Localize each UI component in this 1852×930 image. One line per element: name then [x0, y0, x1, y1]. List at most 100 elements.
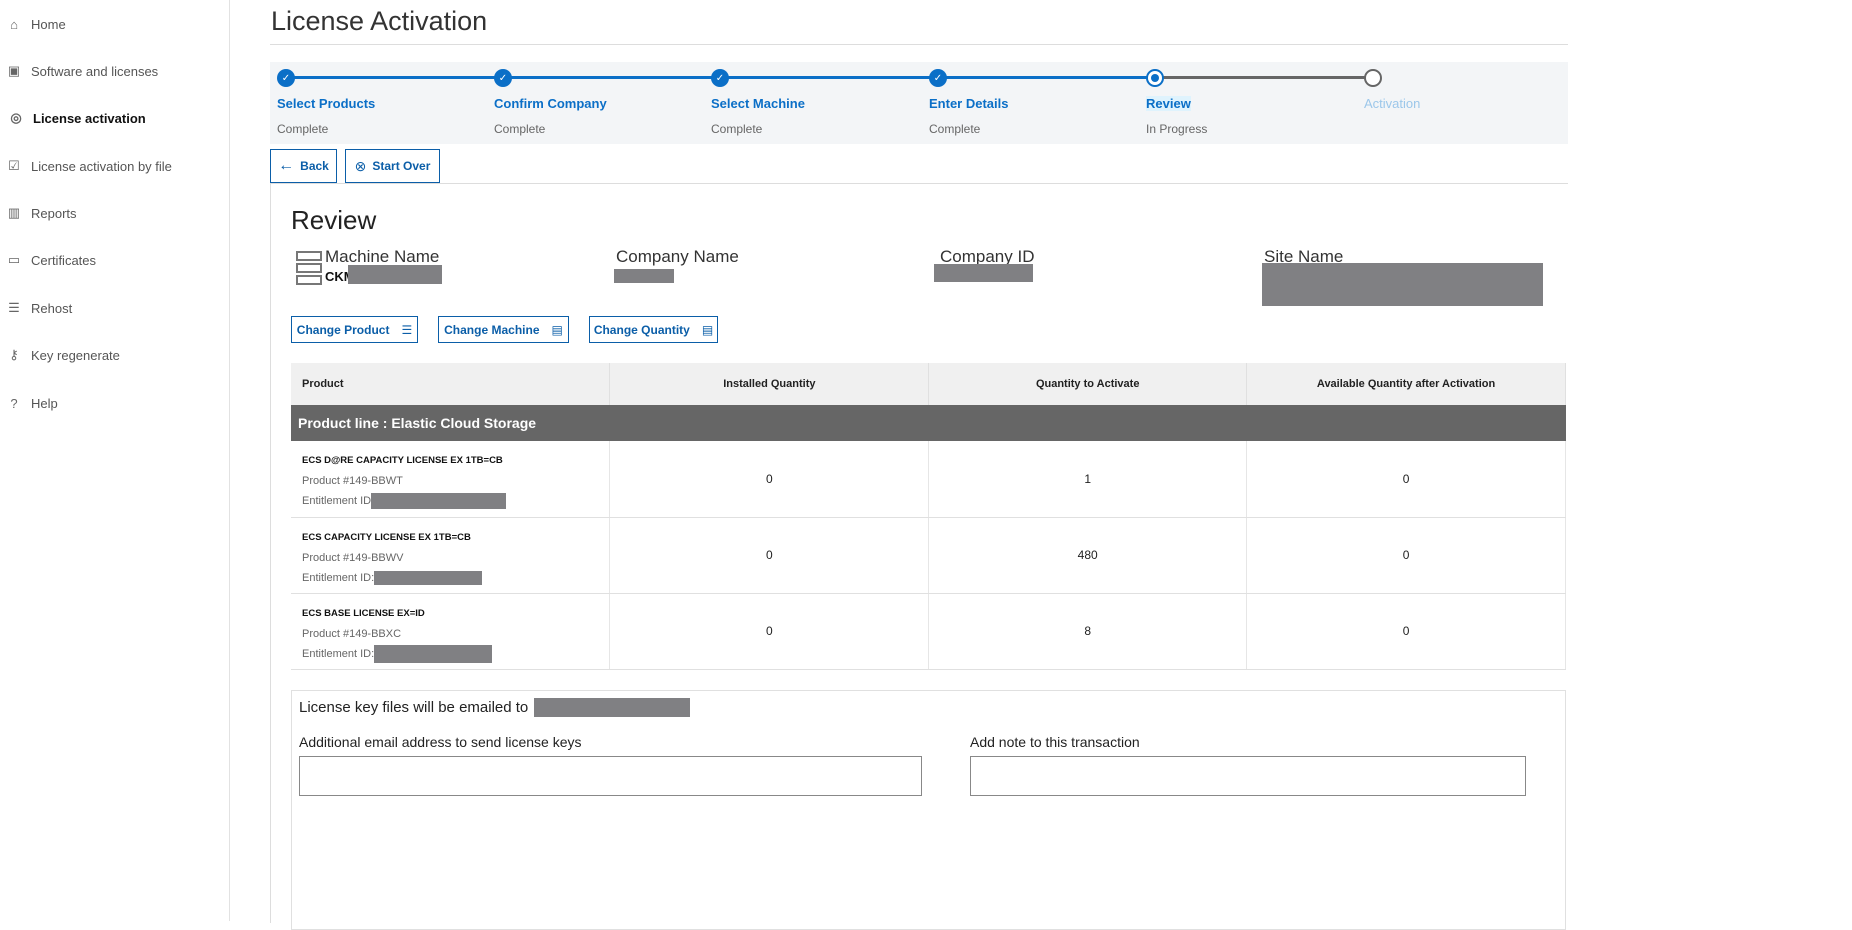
sidebar-item-certificates[interactable]: ▭ Certificates [7, 252, 97, 268]
redacted-entitlement [374, 644, 493, 663]
review-heading: Review [291, 205, 377, 235]
help-icon: ? [10, 395, 18, 411]
note-label: Add note to this transaction [970, 734, 1140, 750]
redacted-entitlement [371, 493, 507, 510]
step-status: Complete [929, 122, 981, 136]
company-name-label: Company Name [616, 247, 739, 266]
step-check-icon: ✓ [711, 69, 729, 87]
close-circle-icon: ⊗ [354, 157, 367, 174]
file-check-icon: ☑ [8, 158, 20, 173]
machine-name-value: CKM [325, 269, 355, 284]
sidebar-item-reports[interactable]: ▥ Reports [7, 205, 77, 221]
step-check-icon: ✓ [277, 69, 295, 87]
company-id-label: Company ID [940, 247, 1035, 266]
back-button[interactable]: ← Back [270, 149, 337, 183]
product-line-label: Product line : Elastic Cloud Storage [291, 405, 1566, 441]
product-cell: ECS D@RE CAPACITY LICENSE EX 1TB=CB Produ… [291, 441, 611, 518]
redacted-company-id [934, 264, 1033, 282]
entitlement-id: Entitlement ID [302, 491, 609, 511]
column-header: Installed Quantity [609, 363, 930, 405]
step-review: Review [1146, 96, 1191, 111]
additional-email-label: Additional email address to send license… [299, 734, 582, 750]
divider [270, 183, 1568, 184]
software-icon: ▣ [7, 63, 21, 78]
site-name-label: Site Name [1264, 247, 1344, 266]
rehost-icon: ☰ [8, 300, 20, 315]
change-product-button[interactable]: Change Product ☰ [291, 316, 418, 343]
step-current-icon [1146, 69, 1164, 87]
table-row: ECS CAPACITY LICENSE EX 1TB=CB Product #1… [291, 517, 1566, 594]
chart-icon: ▥ [7, 205, 21, 220]
email-section [291, 690, 1566, 930]
product-number: Product #149-BBWV [302, 551, 404, 564]
product-cell: ECS CAPACITY LICENSE EX 1TB=CB Product #1… [291, 517, 611, 594]
entitlement-label: Entitlement ID: [302, 571, 375, 584]
step-select-products: Select Products [277, 96, 376, 111]
installed-quantity: 0 [609, 441, 930, 518]
step-select-machine: Select Machine [711, 96, 805, 111]
progress-stepper: ✓ ✓ ✓ ✓ Select Products Confirm Company … [270, 62, 1568, 144]
step-status: Complete [494, 122, 546, 136]
key-icon: ⚷ [9, 347, 19, 362]
change-machine-button[interactable]: Change Machine ▤ [438, 316, 569, 343]
stepper-line-pending [1156, 76, 1374, 79]
step-status: Complete [277, 122, 329, 136]
available-quantity: 0 [1246, 593, 1566, 670]
product-name: ECS BASE LICENSE EX=ID [302, 607, 425, 619]
step-pending-icon [1364, 69, 1382, 87]
installed-quantity: 0 [609, 517, 930, 594]
arrow-left-icon: ← [278, 157, 295, 174]
available-quantity: 0 [1246, 517, 1566, 594]
product-name: ECS D@RE CAPACITY LICENSE EX 1TB=CB [302, 455, 503, 466]
list-icon: ☰ [401, 322, 413, 337]
divider [270, 44, 1568, 45]
sidebar-item-license-activation-by-file[interactable]: ☑ License activation by file [6, 158, 172, 174]
step-status: In Progress [1146, 122, 1208, 136]
product-line-row: Product line : Elastic Cloud Storage [291, 405, 1566, 441]
step-status: Complete [711, 122, 763, 136]
transaction-note-input[interactable] [970, 756, 1526, 796]
redacted-company-name [614, 269, 674, 283]
review-table: Product Installed Quantity Quantity to A… [291, 363, 1566, 670]
product-number: Product #149-BBXC [302, 627, 402, 640]
redacted-entitlement [374, 570, 483, 585]
sidebar-item-home[interactable]: ⌂ Home [6, 16, 66, 32]
column-header: Product [291, 363, 611, 405]
step-confirm-company: Confirm Company [494, 96, 607, 111]
start-over-button[interactable]: ⊗ Start Over [345, 149, 440, 183]
table-header: Product Installed Quantity Quantity to A… [291, 363, 1566, 405]
sidebar-item-license-activation[interactable]: ◎ License activation [8, 110, 145, 126]
server-icon: ▤ [551, 322, 563, 337]
sidebar-item-help[interactable]: ? Help [6, 395, 57, 411]
home-icon: ⌂ [10, 16, 18, 32]
stack-icon: ▤ [701, 322, 714, 337]
entitlement-id: Entitlement ID: [302, 568, 609, 588]
quantity-to-activate: 480 [928, 517, 1248, 594]
activation-icon: ◎ [10, 110, 22, 125]
page-title: License Activation [271, 6, 488, 36]
content-border [270, 183, 271, 923]
table-row: ECS BASE LICENSE EX=ID Product #149-BBXC E… [291, 593, 1566, 670]
step-check-icon: ✓ [494, 69, 512, 87]
step-check-icon: ✓ [929, 69, 947, 87]
server-icon [296, 251, 322, 285]
installed-quantity: 0 [609, 593, 930, 670]
sidebar-item-key-regenerate[interactable]: ⚷ Key regenerate [6, 347, 120, 363]
redacted-email [534, 698, 690, 717]
sidebar-item-software-and-licenses[interactable]: ▣ Software and licenses [7, 63, 159, 79]
certificate-icon: ▭ [7, 252, 21, 267]
sidebar-item-rehost[interactable]: ☰ Rehost [6, 300, 72, 316]
column-header: Available Quantity after Activation [1246, 363, 1566, 405]
table-row: ECS D@RE CAPACITY LICENSE EX 1TB=CB Produ… [291, 441, 1566, 518]
product-number: Product #149-BBWT [302, 475, 403, 487]
sidebar: ⌂ Home ▣ Software and licenses ◎ License ac… [0, 0, 230, 921]
email-notice: License key files will be emailed to [299, 699, 529, 716]
additional-email-input[interactable] [299, 756, 922, 796]
quantity-to-activate: 8 [928, 593, 1248, 670]
entitlement-id: Entitlement ID: [302, 644, 609, 664]
redacted-site-name [1262, 263, 1543, 306]
product-name: ECS CAPACITY LICENSE EX 1TB=CB [302, 531, 471, 543]
step-activation: Activation [1364, 96, 1421, 111]
available-quantity: 0 [1246, 441, 1566, 518]
change-quantity-button[interactable]: Change Quantity ▤ [589, 316, 718, 343]
